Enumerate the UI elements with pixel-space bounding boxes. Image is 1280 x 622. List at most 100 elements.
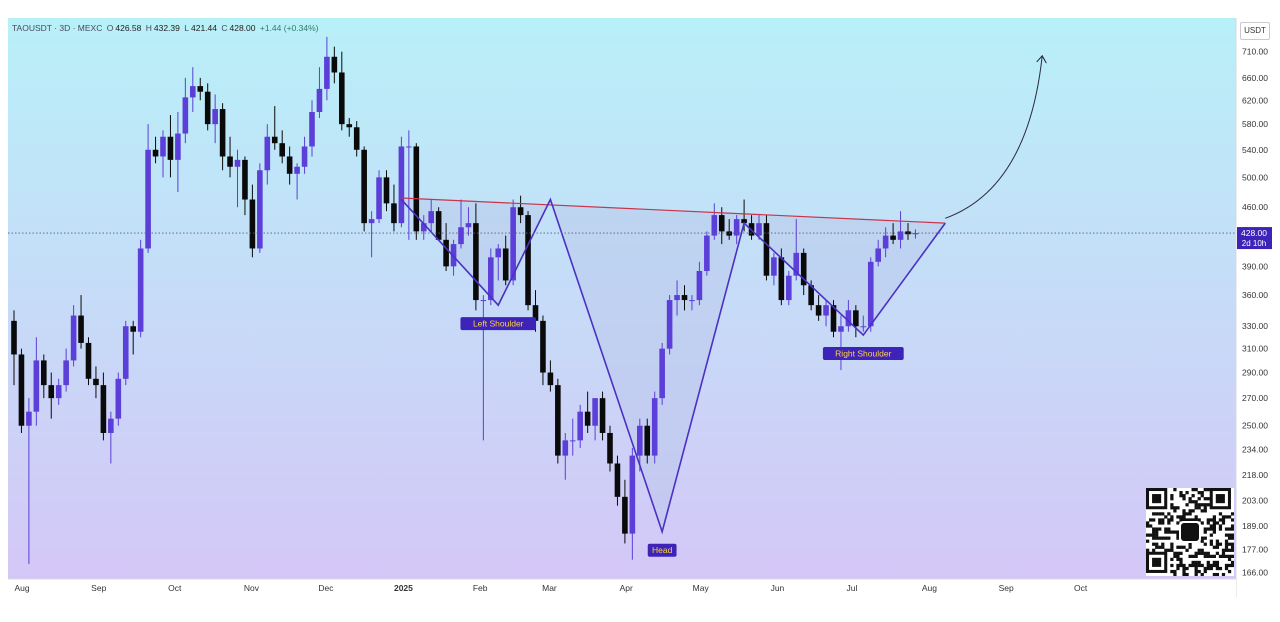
qr-module bbox=[1230, 548, 1234, 552]
qr-module bbox=[1197, 506, 1201, 510]
qr-module bbox=[1182, 569, 1186, 574]
qr-module bbox=[1170, 503, 1174, 507]
qr-module bbox=[1215, 566, 1220, 571]
qr-module bbox=[1152, 536, 1156, 540]
candle-body bbox=[197, 86, 204, 92]
qr-module bbox=[1176, 506, 1180, 510]
qr-module bbox=[1194, 569, 1198, 574]
candle-body bbox=[204, 91, 211, 125]
candle-body bbox=[264, 136, 271, 171]
candle-body bbox=[443, 239, 449, 267]
candle-body bbox=[152, 149, 159, 157]
qr-module bbox=[1206, 560, 1210, 565]
candle-body bbox=[681, 295, 688, 301]
candle-body bbox=[108, 418, 114, 433]
qr-module bbox=[1194, 518, 1198, 522]
time-axis-panel[interactable] bbox=[8, 579, 1236, 597]
x-tick-label: Sep bbox=[91, 583, 106, 593]
pattern-label-head: Head bbox=[647, 543, 677, 557]
qr-module bbox=[1218, 554, 1223, 558]
qr-module bbox=[1197, 548, 1201, 552]
candle-body bbox=[540, 320, 546, 373]
y-tick-label: 390.00 bbox=[1242, 261, 1268, 271]
candle-body bbox=[435, 211, 442, 240]
qr-module bbox=[1158, 518, 1162, 522]
qr-module bbox=[1167, 530, 1171, 534]
candle-body bbox=[495, 248, 502, 258]
qr-module bbox=[1173, 572, 1177, 576]
qr-module bbox=[1167, 512, 1171, 516]
qr-module bbox=[1170, 563, 1174, 568]
currency-button[interactable]: USDT bbox=[1240, 22, 1270, 40]
candle-body bbox=[666, 300, 673, 349]
candle-body bbox=[763, 223, 770, 276]
qr-module bbox=[1203, 536, 1207, 540]
qr-module bbox=[1197, 569, 1201, 574]
high-value: 432.39 bbox=[153, 23, 180, 33]
candle-body bbox=[815, 305, 822, 316]
qr-module bbox=[1155, 530, 1159, 534]
qr-module bbox=[1173, 530, 1177, 534]
symbol-label[interactable]: TAOUSDT · 3D · MEXC bbox=[12, 23, 103, 33]
qr-module bbox=[1179, 557, 1183, 562]
qr-module bbox=[1155, 536, 1159, 540]
candle-body bbox=[584, 411, 591, 426]
candle-body bbox=[875, 248, 881, 262]
qr-module bbox=[1227, 542, 1232, 546]
candle-body bbox=[383, 177, 390, 204]
candle-body bbox=[525, 215, 531, 306]
qr-module bbox=[1176, 521, 1180, 525]
qr-module bbox=[1197, 491, 1201, 495]
qr-module bbox=[1206, 563, 1210, 568]
qr-module bbox=[1164, 527, 1168, 531]
qr-module bbox=[1158, 521, 1162, 525]
candle-body bbox=[41, 360, 47, 386]
candle-body bbox=[190, 86, 196, 98]
qr-module bbox=[1215, 563, 1220, 568]
qr-module bbox=[1188, 500, 1192, 504]
candle-body bbox=[860, 326, 867, 328]
price-axis-panel[interactable] bbox=[1236, 18, 1274, 597]
qr-module bbox=[1152, 512, 1156, 516]
qr-module bbox=[1215, 572, 1220, 576]
qr-module bbox=[1176, 557, 1180, 562]
qr-module bbox=[1191, 563, 1195, 568]
candle-body bbox=[912, 233, 919, 235]
qr-module bbox=[1197, 560, 1201, 565]
qr-module bbox=[1194, 503, 1198, 507]
candle-body bbox=[234, 159, 241, 167]
pattern-label-bg bbox=[647, 543, 677, 557]
y-tick-label: 250.00 bbox=[1242, 421, 1268, 431]
candle-body bbox=[137, 248, 144, 332]
y-tick-label: 500.00 bbox=[1242, 172, 1268, 182]
qr-module bbox=[1209, 518, 1213, 522]
candle-body bbox=[78, 315, 84, 343]
qr-module bbox=[1200, 572, 1204, 576]
qr-module bbox=[1203, 506, 1207, 510]
qr-module bbox=[1164, 548, 1168, 552]
qr-module bbox=[1194, 563, 1198, 568]
candle-body bbox=[689, 300, 695, 302]
qr-module bbox=[1176, 566, 1180, 571]
qr-module bbox=[1182, 566, 1186, 571]
qr-module bbox=[1182, 512, 1186, 516]
candle-body bbox=[33, 360, 40, 412]
qr-module bbox=[1194, 488, 1198, 492]
qr-module bbox=[1185, 566, 1189, 571]
qr-module bbox=[1209, 527, 1213, 531]
qr-module bbox=[1161, 521, 1165, 525]
qr-module bbox=[1206, 503, 1210, 507]
qr-module bbox=[1200, 548, 1204, 552]
qr-module bbox=[1212, 560, 1216, 565]
pattern-label-bg bbox=[460, 317, 537, 331]
candle-body bbox=[569, 440, 576, 442]
x-tick-label: Aug bbox=[14, 583, 29, 593]
y-tick-label: 620.00 bbox=[1242, 95, 1268, 105]
qr-module bbox=[1200, 494, 1204, 498]
candle-body bbox=[249, 199, 256, 249]
qr-module bbox=[1176, 551, 1180, 555]
candle-body bbox=[473, 223, 479, 301]
qr-module bbox=[1212, 518, 1216, 522]
candle-body bbox=[301, 146, 308, 167]
